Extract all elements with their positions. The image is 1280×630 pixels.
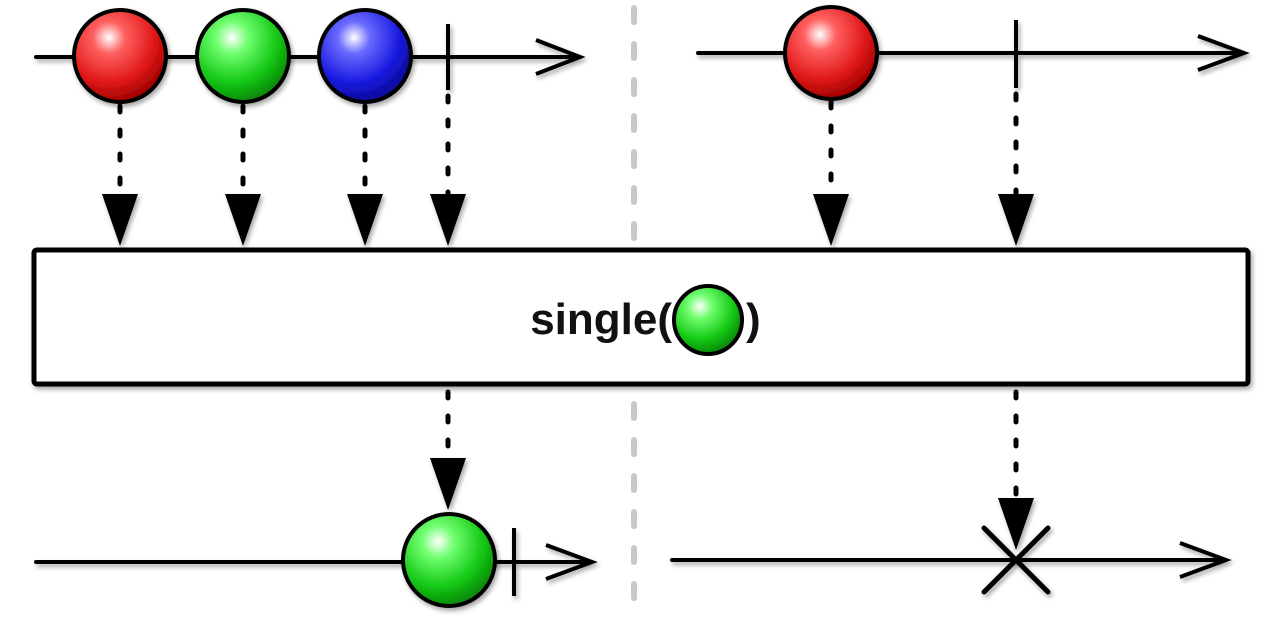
- operator-suffix: ): [746, 295, 761, 344]
- right-input-arrowheads: [813, 194, 1034, 246]
- down-arrow-icon: [102, 194, 138, 246]
- down-arrow-icon: [430, 458, 466, 510]
- down-arrow-icon: [998, 194, 1034, 246]
- left-output-timeline: [34, 528, 598, 596]
- operator-argument-marble: [672, 284, 744, 356]
- arrowhead-icon: [1197, 34, 1250, 72]
- operator-prefix: single(: [530, 295, 672, 344]
- marble-green: [195, 8, 291, 104]
- arrowhead-icon: [1179, 541, 1232, 579]
- right-output-timeline: [670, 541, 1232, 579]
- left-input-marbles: [72, 8, 413, 104]
- marble-red: [783, 5, 879, 101]
- arrowhead-icon: [545, 543, 598, 581]
- down-arrow-icon: [813, 194, 849, 246]
- error-x-icon: [981, 525, 1051, 595]
- right-input-timeline: [696, 20, 1250, 88]
- left-input-connectors: [117, 93, 451, 199]
- left-input-arrowheads: [102, 194, 466, 246]
- down-arrow-icon: [998, 498, 1034, 550]
- marble-green: [401, 512, 497, 608]
- operator-label: single( ): [530, 284, 761, 356]
- marble-red: [72, 8, 168, 104]
- marble-blue: [317, 8, 413, 104]
- arrowhead-icon: [535, 38, 586, 76]
- down-arrow-icon: [347, 194, 383, 246]
- down-arrow-icon: [225, 194, 261, 246]
- operator-box: [31, 247, 1251, 387]
- right-input-connectors: [828, 91, 1019, 199]
- down-arrow-icon: [430, 194, 466, 246]
